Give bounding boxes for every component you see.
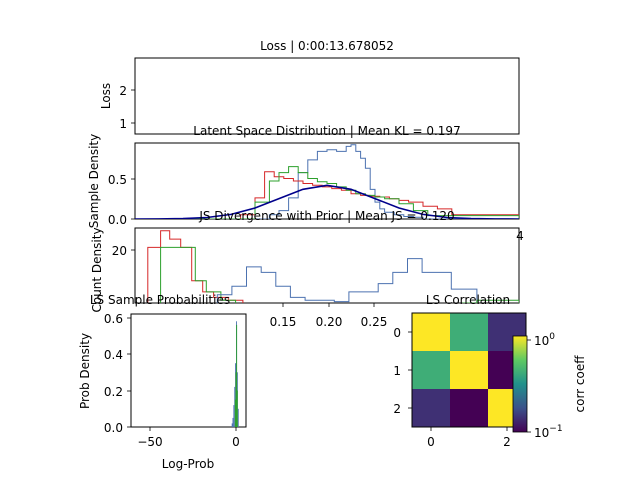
lscorr-ytick-label: 0 <box>393 326 401 340</box>
js-title: JS Divergence with Prior | Mean JS = 0.1… <box>198 209 454 223</box>
lsprob-bar <box>232 417 234 427</box>
lscorr-cell <box>450 313 488 351</box>
colorbar-label: corr coeff <box>573 355 587 413</box>
lsprob-ytick-label: 0.6 <box>104 312 123 326</box>
lsprob-ytick-label: 0.0 <box>104 421 123 435</box>
lsprob-yaxis: 0.0 0.2 0.4 0.6 <box>104 312 131 435</box>
js-ytick-label: 20 <box>112 244 127 258</box>
js-xtick-label: 0.20 <box>316 315 343 329</box>
lscorr-ytick-label: 1 <box>393 364 401 378</box>
latent-title: Latent Space Distribution | Mean KL = 0.… <box>193 124 460 138</box>
loss-ytick-label: 2 <box>119 84 127 98</box>
js-panel: 20 0.15 0.20 0.25 Count Density JS Diver… <box>90 209 520 329</box>
js-histogram-line <box>147 230 244 303</box>
js-histogram-line <box>216 258 478 303</box>
lscorr-cell <box>412 313 450 351</box>
colorbar-ticks: 100 10−1 <box>527 332 563 440</box>
js-yaxis: 20 <box>112 244 135 258</box>
lsprob-ylabel: Prob Density <box>78 333 92 409</box>
loss-ytick-label: 1 <box>119 117 127 131</box>
lsprob-bar <box>233 405 235 427</box>
lscorr-cell <box>412 389 450 427</box>
lsprob-bar <box>237 408 239 427</box>
js-histogram-line <box>160 246 237 303</box>
loss-ylabel: Loss <box>99 83 113 109</box>
loss-yaxis: 2 1 <box>119 84 135 131</box>
lscorr-cell <box>450 351 488 389</box>
latent-ylabel: Sample Density <box>87 134 101 228</box>
js-axes-frame <box>134 227 520 304</box>
loss-panel: Loss | 0:00:13.678052 2 1 Loss <box>99 39 520 135</box>
lsprob-xaxis: −50 0 <box>137 427 240 449</box>
lscorr-yaxis: 0 1 2 <box>393 326 412 416</box>
js-xaxis: 0.15 0.20 0.25 <box>270 303 388 329</box>
colorbar-tick-label: 100 <box>534 332 555 348</box>
lscorr-cell <box>450 389 488 427</box>
js-xtick-label: 0.25 <box>361 315 388 329</box>
lscorr-xtick-label: 0 <box>427 435 435 449</box>
loss-axes-frame <box>134 57 520 135</box>
lsprob-series-group <box>231 321 239 427</box>
lsprob-ytick-label: 0.2 <box>104 385 123 399</box>
lsprob-xtick-label: 0 <box>232 435 240 449</box>
lsprob-bar <box>234 399 236 427</box>
latent-series-group <box>135 144 519 219</box>
lscorr-cells <box>412 313 526 427</box>
lscorr-ytick-label: 2 <box>393 402 401 416</box>
lsprob-ytick-label: 0.4 <box>104 348 123 362</box>
latent-xtick-label: 4 <box>516 229 524 243</box>
colorbar <box>512 335 528 433</box>
js-ylabel: Count Density <box>90 227 104 312</box>
latent-yaxis: 0.0 0.5 <box>108 173 135 227</box>
latent-panel: 0.0 0.5 4 Sample Density Latent Space Di… <box>87 124 524 243</box>
lsprob-bar <box>231 423 233 427</box>
latent-axes-frame <box>134 142 520 220</box>
lsprob-bar <box>234 386 236 427</box>
js-series-group <box>147 230 519 303</box>
lscorr-xtick-label: 2 <box>503 435 511 449</box>
lsprob-xlabel: Log-Prob <box>162 457 214 471</box>
lsprob-xtick-label: −50 <box>137 435 162 449</box>
lsprob-bar <box>236 324 238 427</box>
latent-ytick-label: 0.0 <box>108 213 127 227</box>
latent-series-line <box>135 184 519 219</box>
latent-series-line <box>135 166 519 219</box>
lscorr-xaxis: 0 2 <box>427 427 511 449</box>
lscorr-title: LS Correlation <box>426 293 510 307</box>
latent-series-line <box>135 171 519 219</box>
lsprob-panel: LS Sample Probabilities 0.0 0.2 0.4 0.6 … <box>78 293 247 471</box>
lsprob-axes-frame <box>130 313 247 428</box>
latent-series-line <box>135 144 519 219</box>
loss-title: Loss | 0:00:13.678052 <box>260 39 394 53</box>
lscorr-panel: LS Correlation 0 1 2 0 2 100 10−1 corr c… <box>393 293 587 449</box>
colorbar-tick-label: 10−1 <box>534 424 563 440</box>
latent-ytick-label: 0.5 <box>108 173 127 187</box>
lsprob-title: LS Sample Probabilities <box>90 293 230 307</box>
lscorr-cell <box>412 351 450 389</box>
js-xtick-label: 0.15 <box>270 315 297 329</box>
lsprob-bar <box>235 372 237 427</box>
js-histogram-line <box>462 299 519 303</box>
lsprob-bar <box>236 390 238 427</box>
